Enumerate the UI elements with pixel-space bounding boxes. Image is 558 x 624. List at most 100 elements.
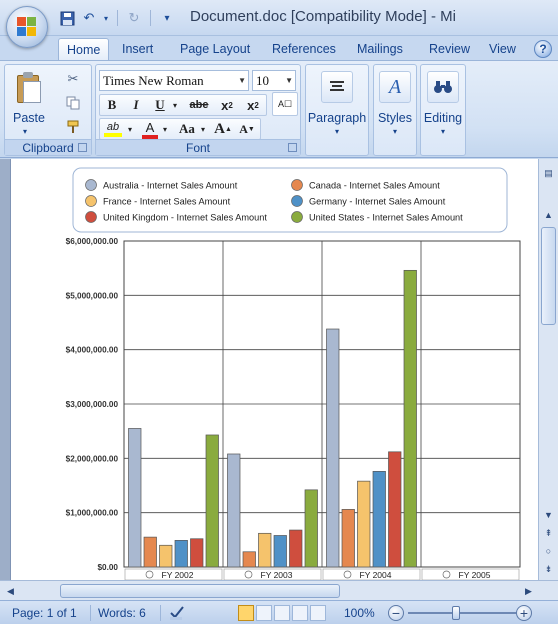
font-name-dropdown-icon[interactable]: ▼ <box>238 71 246 90</box>
font-color-icon[interactable]: A <box>140 119 160 139</box>
zoom-in-icon[interactable]: + <box>516 605 532 621</box>
x-category-label: FY 2005 <box>459 570 491 580</box>
clear-formatting-icon[interactable]: A☐ <box>272 92 298 116</box>
legend-swatch <box>292 180 303 191</box>
next-page-icon[interactable]: ⇟ <box>540 561 557 577</box>
bar-fy-2004-1 <box>342 509 355 567</box>
bar-fy-2002-5 <box>206 435 219 567</box>
cut-icon[interactable]: ✂ <box>65 71 81 87</box>
tab-review[interactable]: Review <box>421 38 478 60</box>
ruler-toggle-icon[interactable]: ▤ <box>540 165 557 181</box>
legend-swatch <box>292 212 303 223</box>
bar-fy-2003-0 <box>228 454 241 567</box>
print-layout-view-icon[interactable] <box>238 605 254 621</box>
bar-fy-2002-1 <box>144 537 157 567</box>
font-name-value: Times New Roman <box>103 73 204 88</box>
undo-icon[interactable]: ↶ <box>80 9 98 27</box>
bar-fy-2004-5 <box>404 270 417 567</box>
undo-dropdown-icon[interactable]: ▾ <box>102 9 110 27</box>
editing-group[interactable]: Editing ▾ <box>420 64 466 156</box>
tab-mailings[interactable]: Mailings <box>349 38 411 60</box>
italic-icon[interactable]: I <box>126 95 146 115</box>
help-icon[interactable]: ? <box>534 40 552 58</box>
paragraph-group[interactable]: Paragraph ▾ <box>305 64 369 156</box>
change-case-dropdown-icon[interactable]: ▾ <box>198 119 208 139</box>
save-icon[interactable] <box>58 9 76 27</box>
font-size-select[interactable]: 10 ▼ <box>252 70 296 91</box>
underline-icon[interactable]: U <box>150 95 170 115</box>
customize-qat-icon[interactable]: ▾ <box>158 9 176 27</box>
tab-page-layout[interactable]: Page Layout <box>172 38 258 60</box>
paragraph-button[interactable]: Paragraph <box>306 111 368 125</box>
draft-view-icon[interactable] <box>310 605 326 621</box>
change-case-button[interactable]: Aa <box>176 119 198 139</box>
previous-page-icon[interactable]: ⇞ <box>540 525 557 541</box>
editing-button[interactable]: Editing <box>421 111 465 125</box>
bar-fy-2003-3 <box>274 535 287 567</box>
horizontal-scroll-thumb[interactable] <box>60 584 340 598</box>
font-color-dropdown-icon[interactable]: ▾ <box>160 119 170 139</box>
font-group-label: Font <box>96 139 300 155</box>
highlight-dropdown-icon[interactable]: ▾ <box>125 119 135 139</box>
office-button[interactable] <box>6 6 48 48</box>
styles-dropdown-icon[interactable]: ▾ <box>374 127 416 136</box>
editing-dropdown-icon[interactable]: ▾ <box>421 127 465 136</box>
zoom-out-icon[interactable]: − <box>388 605 404 621</box>
expand-category-icon <box>245 571 252 578</box>
y-tick-label: $1,000,000.00 <box>66 509 119 518</box>
vertical-scroll-thumb[interactable] <box>541 227 556 325</box>
full-screen-reading-view-icon[interactable] <box>256 605 272 621</box>
legend-entry-0: Australia - Internet Sales Amount <box>103 181 238 191</box>
page-count[interactable]: Page: 1 of 1 <box>12 606 77 620</box>
styles-icon: A <box>379 71 411 103</box>
tab-insert[interactable]: Insert <box>114 38 161 60</box>
shrink-font-icon[interactable]: A ▼ <box>236 119 258 139</box>
styles-button[interactable]: Styles <box>374 111 416 125</box>
paragraph-dropdown-icon[interactable]: ▾ <box>306 127 368 136</box>
text-highlight-icon[interactable]: ab <box>102 119 124 139</box>
copy-icon[interactable] <box>65 95 81 111</box>
y-tick-label: $6,000,000.00 <box>66 237 119 246</box>
font-name-select[interactable]: Times New Roman ▼ <box>99 70 249 91</box>
proofing-check-icon[interactable] <box>168 604 186 624</box>
font-dialog-launcher-icon[interactable] <box>288 143 297 152</box>
zoom-level[interactable]: 100% <box>344 606 375 620</box>
tab-references[interactable]: References <box>264 38 344 60</box>
horizontal-scrollbar[interactable]: ◀ ▶ <box>0 580 558 600</box>
tab-view[interactable]: View <box>481 38 524 60</box>
web-layout-view-icon[interactable] <box>274 605 290 621</box>
bar-fy-2003-4 <box>290 530 303 567</box>
x-category-label: FY 2002 <box>162 570 194 580</box>
scroll-up-icon[interactable]: ▲ <box>540 207 557 223</box>
document-page[interactable]: Australia - Internet Sales Amount Canada … <box>10 159 538 580</box>
expand-category-icon <box>344 571 351 578</box>
paste-icon[interactable] <box>15 71 43 105</box>
bold-icon[interactable]: B <box>102 95 122 115</box>
styles-group[interactable]: A Styles ▾ <box>373 64 417 156</box>
scroll-left-icon[interactable]: ◀ <box>2 583 19 599</box>
select-browse-object-icon[interactable]: ○ <box>540 543 557 559</box>
redo-icon[interactable]: ↻ <box>125 9 143 27</box>
word-count[interactable]: Words: 6 <box>98 606 146 620</box>
scroll-right-icon[interactable]: ▶ <box>520 583 537 599</box>
paste-dropdown-icon[interactable]: ▾ <box>23 127 27 136</box>
underline-dropdown-icon[interactable]: ▾ <box>170 95 180 115</box>
strikethrough-icon[interactable]: abe <box>186 95 212 115</box>
font-size-dropdown-icon[interactable]: ▼ <box>285 71 293 90</box>
tab-home[interactable]: Home <box>58 38 109 60</box>
grow-font-icon[interactable]: A ▲ <box>212 119 234 139</box>
zoom-slider-handle[interactable] <box>452 606 460 620</box>
bar-fy-2002-4 <box>191 539 204 567</box>
outline-view-icon[interactable] <box>292 605 308 621</box>
format-painter-icon[interactable] <box>65 119 81 135</box>
scroll-down-icon[interactable]: ▼ <box>540 507 557 523</box>
paste-button[interactable]: Paste <box>9 111 49 125</box>
zoom-slider-track[interactable] <box>408 612 516 614</box>
bar-fy-2003-5 <box>305 490 318 567</box>
legend-entry-3: Germany - Internet Sales Amount <box>309 197 446 207</box>
y-tick-label: $0.00 <box>98 563 119 572</box>
vertical-scrollbar[interactable]: ▤ ▲ ▼ ⇞ ○ ⇟ <box>538 159 558 580</box>
clipboard-dialog-launcher-icon[interactable] <box>78 143 87 152</box>
